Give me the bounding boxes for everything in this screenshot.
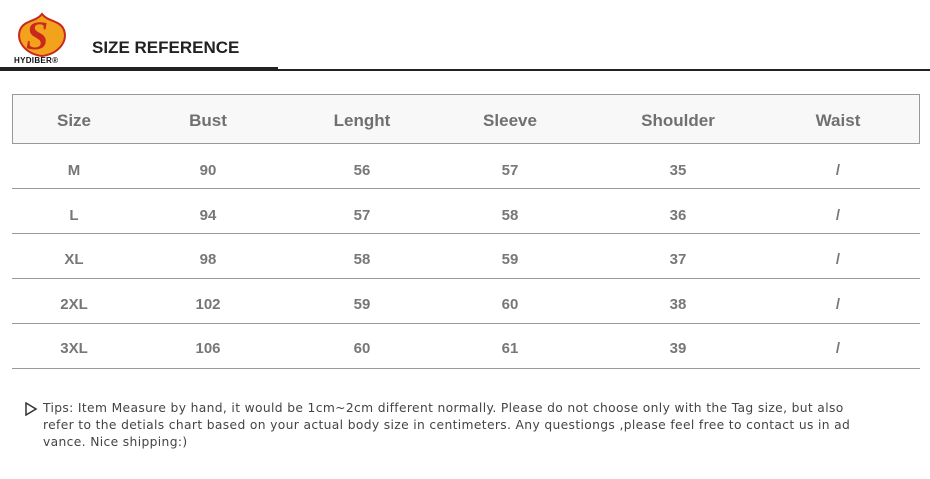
header-rule	[0, 69, 930, 71]
tip-text: vance. Nice shipping:)	[43, 435, 188, 449]
table-cell: /	[835, 206, 841, 224]
tip-text: refer to the detials chart based on your…	[43, 418, 851, 432]
logo-brand: HYDIBER®	[14, 56, 59, 65]
table-cell: 61	[501, 340, 519, 357]
table-cell: 3XL	[60, 340, 88, 357]
logo-emblem	[18, 12, 66, 58]
table-cell: 57	[501, 162, 519, 179]
page-title: SIZE REFERENCE	[92, 38, 240, 57]
row-divider	[12, 233, 920, 234]
table-cell: 106	[195, 340, 221, 357]
row-divider	[12, 278, 920, 279]
table-cell: 2XL	[60, 295, 88, 313]
table-cell: 102	[195, 295, 221, 313]
tip-icon	[25, 402, 38, 416]
column-header: Bust	[189, 111, 227, 130]
tip-text: Tips: Item Measure by hand, it would be …	[43, 401, 844, 415]
table-cell: 98	[199, 251, 217, 268]
table-cell: /	[835, 340, 841, 357]
logo-mark: S	[26, 13, 49, 58]
table-cell: XL	[64, 251, 84, 268]
table-cell: /	[835, 162, 841, 179]
table-cell: 90	[199, 162, 217, 179]
table-cell: M	[67, 162, 81, 179]
table-cell: 59	[353, 295, 371, 313]
table-cell: 59	[501, 251, 519, 268]
table-cell: 37	[669, 251, 687, 268]
table-cell: 60	[501, 295, 519, 313]
row-divider	[12, 188, 920, 189]
table-cell: 35	[669, 162, 687, 179]
table-cell: 57	[353, 206, 371, 224]
column-header: Waist	[815, 111, 861, 130]
table-cell: /	[835, 251, 841, 268]
table-cell: 38	[669, 295, 687, 313]
row-divider	[12, 368, 920, 369]
column-header: Size	[56, 111, 92, 130]
table-cell: 36	[669, 206, 687, 224]
table-cell: 60	[353, 340, 371, 357]
row-divider	[12, 323, 920, 324]
header-rule-accent	[0, 67, 278, 71]
table-header	[12, 94, 920, 144]
table-cell: /	[835, 295, 841, 313]
table-cell: 58	[353, 251, 371, 268]
column-header: Shoulder	[641, 111, 715, 130]
table-cell: 56	[353, 162, 371, 179]
table-cell: 58	[501, 206, 519, 224]
table-cell: 39	[669, 340, 687, 357]
table-cell: L	[69, 206, 79, 224]
column-header: Lenght	[333, 111, 391, 130]
column-header: Sleeve	[483, 111, 537, 130]
table-cell: 94	[199, 206, 217, 224]
